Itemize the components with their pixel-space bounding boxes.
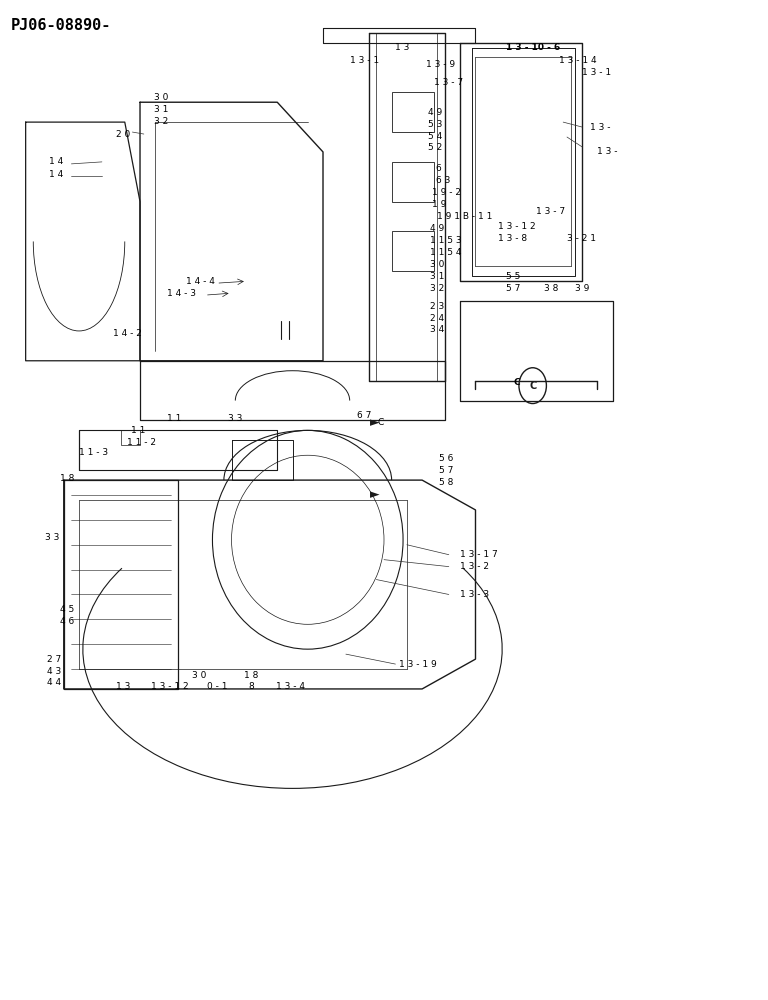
Text: 4 3: 4 3 (47, 667, 61, 676)
Text: 1 1: 1 1 (167, 414, 181, 423)
Text: 4 9: 4 9 (429, 108, 442, 117)
Text: 1 4 - 2: 1 4 - 2 (114, 329, 142, 338)
Text: 1 4 - 4: 1 4 - 4 (186, 277, 214, 286)
Text: 3 0: 3 0 (154, 93, 168, 102)
Text: 5 5: 5 5 (506, 272, 521, 281)
Text: 1 1 - 2: 1 1 - 2 (127, 438, 156, 447)
Text: 5 2: 5 2 (429, 143, 442, 152)
Text: 4 5: 4 5 (60, 605, 74, 614)
Text: 5 7: 5 7 (439, 466, 453, 475)
Text: 2 0: 2 0 (116, 130, 130, 139)
Text: 1 3 - 7: 1 3 - 7 (434, 78, 462, 87)
Text: 1 1 - 3: 1 1 - 3 (79, 448, 108, 457)
Text: 1 4: 1 4 (48, 170, 63, 179)
Text: 6: 6 (436, 164, 442, 173)
Text: 1 1 5 3: 1 1 5 3 (430, 236, 462, 245)
Text: 1 3 - 9: 1 3 - 9 (426, 60, 455, 69)
Text: 1 3 - 7: 1 3 - 7 (537, 207, 565, 216)
Text: 1 3 - 1: 1 3 - 1 (582, 68, 611, 77)
Bar (392, 231, 434, 271)
Text: 1 3 - 2: 1 3 - 2 (460, 562, 489, 571)
Text: 1 3 - 1 2: 1 3 - 1 2 (151, 682, 189, 691)
Text: C: C (378, 418, 384, 427)
Text: 3 3: 3 3 (227, 414, 242, 423)
Text: 5 7: 5 7 (506, 284, 521, 293)
Text: 1 4: 1 4 (48, 157, 63, 166)
Text: C: C (514, 378, 520, 387)
Text: 3 3: 3 3 (45, 533, 59, 542)
Text: 1 3 - 4: 1 3 - 4 (276, 682, 305, 691)
Text: 5 4: 5 4 (429, 132, 442, 141)
Text: 4 6: 4 6 (60, 617, 74, 626)
Text: 3 1: 3 1 (430, 272, 444, 281)
Text: ►: ► (370, 489, 379, 502)
Bar (392, 162, 434, 202)
Text: 1 1 5 4: 1 1 5 4 (430, 248, 462, 257)
Text: 6 3: 6 3 (436, 176, 450, 185)
Text: 3 2: 3 2 (154, 117, 168, 126)
Text: 2 4: 2 4 (430, 314, 444, 323)
Text: 1 9 - 2: 1 9 - 2 (432, 188, 461, 197)
Text: 2 3: 2 3 (430, 302, 444, 311)
Bar (121, 430, 140, 445)
Text: ►: ► (370, 416, 379, 429)
Text: 8: 8 (248, 682, 254, 691)
Text: 2 7: 2 7 (47, 655, 61, 664)
Text: 1 4 - 3: 1 4 - 3 (167, 289, 196, 298)
Text: 0 - 1: 0 - 1 (207, 682, 227, 691)
Text: 3 - 2 1: 3 - 2 1 (567, 234, 596, 243)
Text: 3 1: 3 1 (154, 105, 168, 114)
Text: 1 3 - 1 9: 1 3 - 1 9 (399, 660, 437, 669)
Text: 6 7: 6 7 (357, 411, 372, 420)
Text: C: C (529, 381, 536, 391)
Text: 1 8: 1 8 (243, 671, 258, 680)
Text: 4 4: 4 4 (47, 678, 61, 687)
Text: 3 0: 3 0 (192, 671, 207, 680)
Text: 3 8: 3 8 (544, 284, 558, 293)
Text: 1 3 - 1 7: 1 3 - 1 7 (460, 550, 498, 559)
Text: 3 4: 3 4 (430, 325, 444, 334)
Text: 1 3 - 3: 1 3 - 3 (460, 590, 489, 599)
Text: 3 2: 3 2 (430, 284, 444, 293)
Text: 1 3 - 1 4: 1 3 - 1 4 (559, 56, 597, 65)
Text: 1 1: 1 1 (131, 426, 145, 435)
Text: 1 3 - 1 2: 1 3 - 1 2 (498, 222, 536, 231)
Text: 1 8: 1 8 (60, 474, 74, 483)
Text: 4 9: 4 9 (430, 224, 444, 233)
Circle shape (519, 368, 546, 404)
Bar (392, 92, 434, 132)
Text: 3 9: 3 9 (574, 284, 589, 293)
Text: 1 3 - 1: 1 3 - 1 (349, 56, 379, 65)
Text: 1 9: 1 9 (432, 200, 446, 209)
Text: 1 3 - 8: 1 3 - 8 (498, 234, 528, 243)
Text: 1 3: 1 3 (396, 43, 410, 52)
Text: 3 0: 3 0 (430, 260, 444, 269)
Text: PJ06-08890-: PJ06-08890- (11, 18, 111, 33)
Text: 5 8: 5 8 (439, 478, 453, 487)
Text: 1 3 -: 1 3 - (598, 147, 618, 156)
Text: 1 3: 1 3 (116, 682, 130, 691)
Text: 5 6: 5 6 (439, 454, 453, 463)
Text: 5 3: 5 3 (429, 120, 442, 129)
Text: 1 9 1 B - 1 1: 1 9 1 B - 1 1 (437, 212, 493, 221)
Text: 1 3 - 10 - 6: 1 3 - 10 - 6 (506, 43, 560, 52)
Text: 1 3 -: 1 3 - (590, 123, 611, 132)
